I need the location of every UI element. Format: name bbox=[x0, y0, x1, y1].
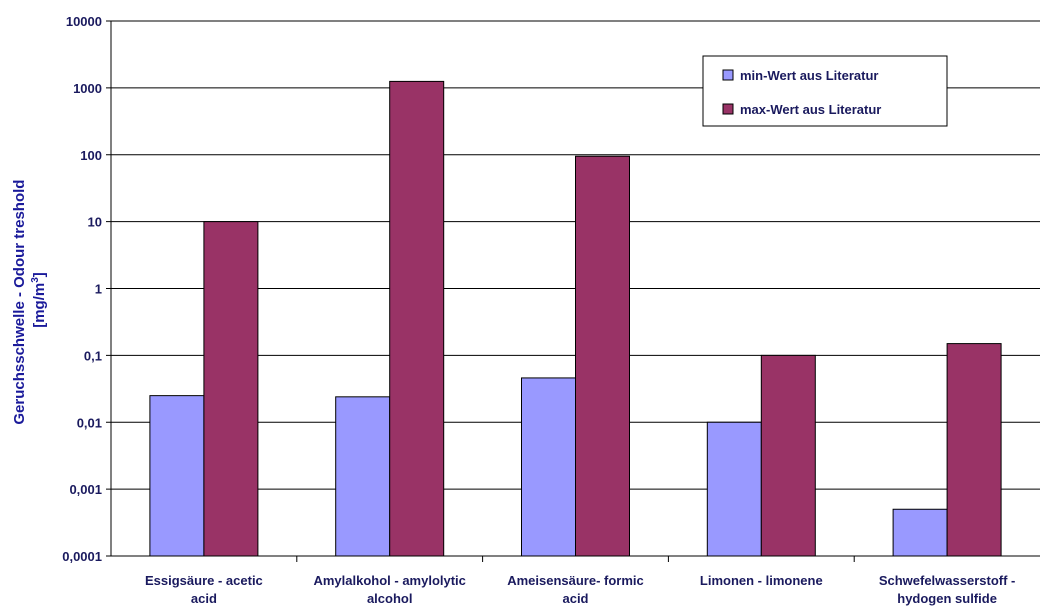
y-tick-label: 1000 bbox=[73, 81, 102, 96]
y-tick-label: 0,001 bbox=[69, 482, 102, 497]
legend-box bbox=[702, 55, 948, 127]
y-axis-label-unit-sup: 3 bbox=[30, 277, 41, 283]
bar-max-0 bbox=[203, 221, 259, 557]
y-tick-label: 0,01 bbox=[77, 415, 102, 430]
bar-min-2 bbox=[521, 377, 576, 557]
legend-label-max: max-Wert aus Literatur bbox=[740, 102, 881, 117]
y-tick-label: 1 bbox=[95, 282, 102, 297]
x-category-label: acid bbox=[191, 591, 217, 606]
bar-min-1 bbox=[335, 396, 391, 557]
bar-max-3 bbox=[760, 354, 816, 557]
bar-max-4 bbox=[946, 343, 1002, 557]
x-category-label: Schwefelwasserstoff - bbox=[879, 573, 1016, 588]
x-category-label: Ameisensäure- formic bbox=[507, 573, 644, 588]
x-category-label: acid bbox=[562, 591, 588, 606]
axes bbox=[110, 21, 1040, 562]
x-category-label: hydogen sulfide bbox=[897, 591, 997, 606]
y-tick-label: 0,0001 bbox=[62, 549, 102, 564]
x-category-labels: Essigsäure - acetic acid Amylalkohol - amy… bbox=[145, 573, 1015, 606]
x-category-label: alcohol bbox=[367, 591, 413, 606]
y-axis-label-main: Geruchsschwelle - Odour treshold bbox=[11, 180, 28, 425]
bar-min-4 bbox=[892, 508, 948, 557]
y-axis-label-unit-suffix: ] bbox=[31, 272, 48, 277]
bars bbox=[149, 80, 1002, 557]
x-category-label: Amylalkohol - amylolytic bbox=[313, 573, 465, 588]
bar-min-0 bbox=[149, 395, 205, 557]
legend: min-Wert aus Literatur max-Wert aus Lite… bbox=[702, 55, 948, 127]
y-tick-label: 10 bbox=[88, 215, 102, 230]
legend-swatch-min bbox=[722, 69, 734, 81]
x-category-label: Limonen - limonene bbox=[700, 573, 823, 588]
y-tick-label: 10000 bbox=[66, 14, 102, 29]
bar-max-2 bbox=[575, 155, 630, 557]
y-tick-labels: 10000 1000 100 10 1 0,1 0,01 0,001 0,0001 bbox=[62, 14, 102, 564]
x-category-label: Essigsäure - acetic bbox=[145, 573, 263, 588]
y-tick-label: 0,1 bbox=[84, 348, 102, 363]
legend-label-min: min-Wert aus Literatur bbox=[740, 68, 878, 83]
y-axis-label: Geruchsschwelle - Odour treshold [mg/m3] bbox=[11, 175, 48, 424]
y-tick-label: 100 bbox=[80, 148, 102, 163]
bar-max-1 bbox=[389, 80, 445, 557]
y-axis-label-unit-prefix: [mg/m bbox=[31, 283, 48, 328]
bar-min-3 bbox=[706, 421, 762, 557]
legend-swatch-max bbox=[722, 103, 734, 115]
